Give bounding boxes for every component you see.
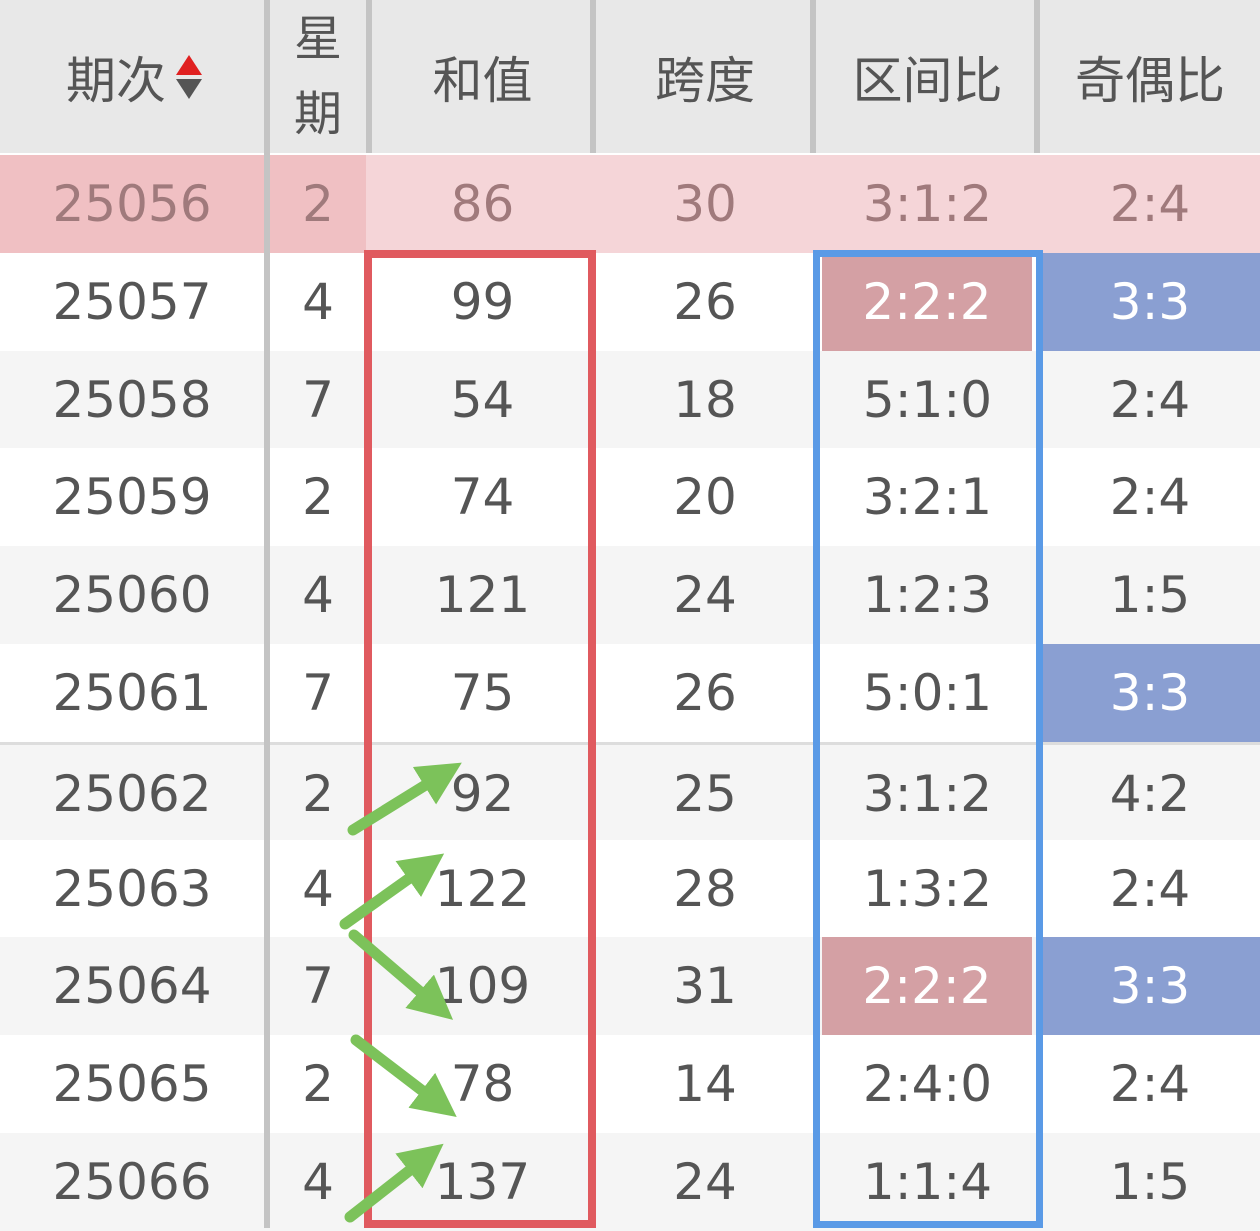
weekday-cell: 2 bbox=[302, 1055, 334, 1114]
column-divider bbox=[366, 0, 372, 153]
issue-cell: 25066 bbox=[52, 1153, 212, 1211]
odd-even-cell: 3:3 bbox=[1040, 644, 1260, 742]
odd-even-cell: 1:5 bbox=[1109, 1153, 1191, 1211]
weekday-cell: 7 bbox=[302, 957, 334, 1016]
span-cell: 31 bbox=[673, 957, 737, 1016]
sort-up-down-icon[interactable] bbox=[176, 54, 202, 99]
issue-cell: 25063 bbox=[52, 859, 212, 918]
odd-even-cell: 2:4 bbox=[1109, 1055, 1191, 1114]
sum-cell: 74 bbox=[450, 468, 515, 527]
table-row[interactable]: 25060 4 121 24 1:2:3 1:5 bbox=[0, 546, 1260, 645]
span-cell: 20 bbox=[673, 468, 737, 527]
zone-ratio-cell: 3:1:2 bbox=[862, 764, 993, 823]
table-row[interactable]: 25063 4 122 28 1:3:2 2:4 bbox=[0, 839, 1260, 938]
header-issue[interactable]: 期次 bbox=[0, 0, 268, 153]
odd-even-cell: 2:4 bbox=[1109, 468, 1191, 527]
issue-cell: 25061 bbox=[52, 664, 212, 722]
column-divider bbox=[264, 0, 270, 1228]
span-cell: 24 bbox=[673, 566, 737, 625]
arrow-icon bbox=[344, 1143, 444, 1223]
weekday-cell: 4 bbox=[302, 566, 334, 625]
issue-cell: 25064 bbox=[52, 957, 212, 1016]
table-row[interactable]: 25057 4 99 26 2:2:2 3:3 bbox=[0, 252, 1260, 351]
header-weekday-label-2: 期 bbox=[293, 85, 342, 142]
weekday-cell: 2 bbox=[270, 155, 366, 253]
sum-cell: 99 bbox=[450, 272, 515, 331]
issue-cell: 25059 bbox=[52, 468, 212, 527]
table-row[interactable]: 25058 7 54 18 5:1:0 2:4 bbox=[0, 350, 1260, 449]
header-issue-label: 期次 bbox=[66, 51, 166, 110]
header-odd-even-ratio[interactable]: 奇偶比 bbox=[1075, 51, 1225, 110]
span-cell: 26 bbox=[673, 272, 737, 331]
sum-cell: 54 bbox=[450, 370, 515, 429]
span-cell: 26 bbox=[673, 664, 737, 722]
table-row[interactable]: 25066 4 137 24 1:1:4 1:5 bbox=[0, 1133, 1260, 1231]
header-weekday-label-1: 星 bbox=[293, 11, 342, 68]
zone-ratio-cell: 2:4:0 bbox=[862, 1055, 993, 1114]
column-divider bbox=[810, 0, 816, 153]
odd-even-cell: 3:3 bbox=[1040, 937, 1260, 1036]
weekday-cell: 2 bbox=[302, 468, 334, 527]
weekday-cell: 7 bbox=[302, 664, 334, 722]
span-cell: 18 bbox=[673, 370, 737, 429]
sum-cell: 75 bbox=[450, 664, 515, 722]
odd-even-cell: 2:4 bbox=[1109, 859, 1191, 918]
weekday-cell: 4 bbox=[302, 1153, 334, 1211]
header-weekday[interactable]: 星 期 bbox=[270, 0, 366, 153]
odd-even-cell: 4:2 bbox=[1109, 764, 1191, 823]
zone-ratio-cell: 3:2:1 bbox=[862, 468, 993, 527]
table-row[interactable]: 25059 2 74 20 3:2:1 2:4 bbox=[0, 448, 1260, 547]
zone-ratio-cell: 2:2:2 bbox=[822, 252, 1032, 351]
column-divider bbox=[590, 0, 596, 153]
zone-ratio-cell: 2:2:2 bbox=[822, 937, 1032, 1036]
zone-ratio-cell: 1:3:2 bbox=[862, 859, 993, 918]
odd-even-cell: 2:4 bbox=[1109, 175, 1191, 233]
span-cell: 25 bbox=[673, 764, 737, 823]
zone-ratio-cell: 3:1:2 bbox=[862, 175, 993, 233]
weekday-cell: 2 bbox=[302, 764, 334, 823]
sum-cell: 86 bbox=[450, 175, 515, 233]
table-row[interactable]: 25065 2 78 14 2:4:0 2:4 bbox=[0, 1035, 1260, 1134]
weekday-cell: 4 bbox=[302, 859, 334, 918]
odd-even-cell: 3:3 bbox=[1040, 252, 1260, 351]
zone-ratio-cell: 1:1:4 bbox=[862, 1153, 993, 1211]
header-span[interactable]: 跨度 bbox=[655, 51, 755, 110]
arrow-icon bbox=[339, 853, 445, 930]
column-divider bbox=[1034, 0, 1040, 153]
issue-cell: 25057 bbox=[52, 272, 212, 331]
header-sum[interactable]: 和值 bbox=[432, 51, 533, 110]
odd-even-cell: 2:4 bbox=[1109, 370, 1191, 429]
table-header: 期次 星 期 和值 跨度 区间比 奇偶比 bbox=[0, 0, 1260, 153]
span-cell: 14 bbox=[673, 1055, 737, 1114]
zone-ratio-cell: 1:2:3 bbox=[862, 566, 993, 625]
span-cell: 28 bbox=[673, 859, 737, 918]
arrow-icon bbox=[347, 762, 462, 836]
sum-cell: 78 bbox=[450, 1055, 515, 1114]
table-row[interactable]: 25061 7 75 26 5:0:1 3:3 bbox=[0, 644, 1260, 742]
table-row[interactable]: 25056 2 86 30 3:1:2 2:4 bbox=[0, 155, 1260, 253]
arrow-icon bbox=[350, 1034, 457, 1118]
issue-cell: 25056 bbox=[0, 155, 264, 253]
odd-even-cell: 1:5 bbox=[1109, 566, 1191, 625]
span-cell: 30 bbox=[673, 175, 737, 233]
issue-cell: 25062 bbox=[52, 764, 212, 823]
sum-cell: 137 bbox=[434, 1153, 531, 1211]
span-cell: 24 bbox=[673, 1153, 737, 1211]
issue-cell: 25058 bbox=[52, 370, 212, 429]
sum-cell: 121 bbox=[434, 566, 531, 625]
weekday-cell: 4 bbox=[302, 272, 334, 331]
issue-cell: 25060 bbox=[52, 566, 212, 625]
sum-cell: 122 bbox=[434, 859, 531, 918]
issue-cell: 25065 bbox=[52, 1055, 212, 1114]
header-zone-ratio[interactable]: 区间比 bbox=[852, 51, 1003, 110]
weekday-cell: 7 bbox=[302, 370, 334, 429]
zone-ratio-cell: 5:1:0 bbox=[862, 370, 993, 429]
zone-ratio-cell: 5:0:1 bbox=[862, 664, 993, 722]
arrow-icon bbox=[348, 929, 454, 1020]
